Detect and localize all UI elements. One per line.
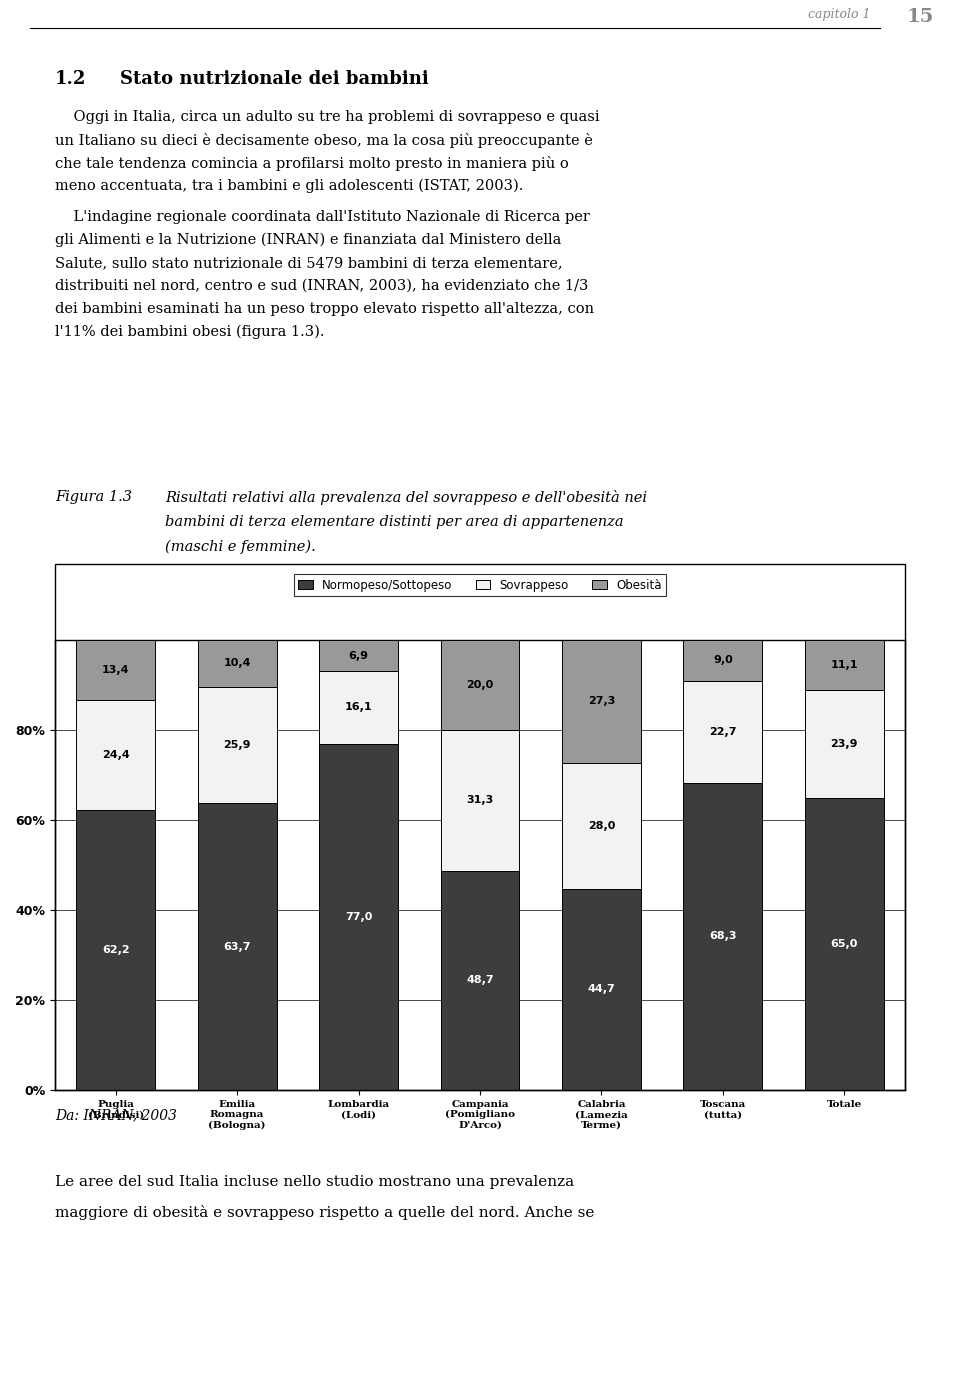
Text: 24,4: 24,4 <box>102 750 130 760</box>
Bar <box>319 671 398 743</box>
Bar <box>684 783 762 1090</box>
Text: Da: INRAN, 2003: Da: INRAN, 2003 <box>55 1107 177 1123</box>
Text: 11,1: 11,1 <box>830 660 858 671</box>
Text: 44,7: 44,7 <box>588 984 615 995</box>
Text: dei bambini esaminati ha un peso troppo elevato rispetto all'altezza, con: dei bambini esaminati ha un peso troppo … <box>55 302 594 316</box>
Bar <box>198 804 276 1090</box>
Text: Figura 1.3: Figura 1.3 <box>55 491 132 504</box>
Text: 28,0: 28,0 <box>588 820 615 831</box>
Text: 65,0: 65,0 <box>830 938 858 949</box>
Text: l'11% dei bambini obesi (figura 1.3).: l'11% dei bambini obesi (figura 1.3). <box>55 326 324 339</box>
Text: bambini di terza elementare distinti per area di appartenenza: bambini di terza elementare distinti per… <box>165 515 624 529</box>
Text: distribuiti nel nord, centro e sud (INRAN, 2003), ha evidenziato che 1/3: distribuiti nel nord, centro e sud (INRA… <box>55 279 588 293</box>
Text: maggiore di obesità e sovrappeso rispetto a quelle del nord. Anche se: maggiore di obesità e sovrappeso rispett… <box>55 1205 594 1220</box>
Bar <box>562 889 641 1090</box>
Bar <box>76 701 156 811</box>
Text: L'indagine regionale coordinata dall'Istituto Nazionale di Ricerca per: L'indagine regionale coordinata dall'Ist… <box>55 210 589 224</box>
Text: 63,7: 63,7 <box>224 941 251 952</box>
Text: che tale tendenza comincia a profilarsi molto presto in maniera più o: che tale tendenza comincia a profilarsi … <box>55 157 568 170</box>
Text: 68,3: 68,3 <box>709 932 736 941</box>
Bar <box>198 640 276 687</box>
Bar <box>76 640 156 701</box>
Text: meno accentuata, tra i bambini e gli adolescenti (ISTAT, 2003).: meno accentuata, tra i bambini e gli ado… <box>55 179 523 194</box>
Text: 15: 15 <box>906 8 934 26</box>
Text: gli Alimenti e la Nutrizione (INRAN) e finanziata dal Ministero della: gli Alimenti e la Nutrizione (INRAN) e f… <box>55 234 562 247</box>
Text: Stato nutrizionale dei bambini: Stato nutrizionale dei bambini <box>120 70 429 88</box>
Text: Le aree del sud Italia incluse nello studio mostrano una prevalenza: Le aree del sud Italia incluse nello stu… <box>55 1175 574 1189</box>
Text: 6,9: 6,9 <box>348 650 369 661</box>
Bar <box>804 797 884 1090</box>
Text: 31,3: 31,3 <box>467 796 493 805</box>
Text: 48,7: 48,7 <box>467 976 493 985</box>
Bar <box>804 640 884 690</box>
Text: capitolo 1: capitolo 1 <box>807 8 870 21</box>
Bar <box>76 811 156 1090</box>
Text: 10,4: 10,4 <box>224 658 251 668</box>
Bar <box>562 640 641 763</box>
Text: Salute, sullo stato nutrizionale di 5479 bambini di terza elementare,: Salute, sullo stato nutrizionale di 5479… <box>55 256 563 271</box>
Text: 16,1: 16,1 <box>345 702 372 712</box>
Text: 20,0: 20,0 <box>467 680 493 690</box>
Text: 1.2: 1.2 <box>55 70 86 88</box>
Text: 13,4: 13,4 <box>102 665 130 675</box>
Bar <box>441 871 519 1090</box>
Text: 22,7: 22,7 <box>709 727 736 736</box>
Bar <box>319 743 398 1090</box>
Bar <box>441 640 519 730</box>
Bar <box>562 763 641 889</box>
Bar <box>684 680 762 783</box>
Text: un Italiano su dieci è decisamente obeso, ma la cosa più preoccupante è: un Italiano su dieci è decisamente obeso… <box>55 133 593 148</box>
Text: 77,0: 77,0 <box>345 912 372 922</box>
Bar <box>198 687 276 804</box>
Bar <box>684 640 762 680</box>
Text: 23,9: 23,9 <box>830 739 858 749</box>
Bar <box>319 640 398 671</box>
Text: 62,2: 62,2 <box>102 945 130 955</box>
Text: Oggi in Italia, circa un adulto su tre ha problemi di sovrappeso e quasi: Oggi in Italia, circa un adulto su tre h… <box>55 110 600 124</box>
Legend: Normopeso/Sottopeso, Sovrappeso, Obesità: Normopeso/Sottopeso, Sovrappeso, Obesità <box>294 574 666 596</box>
Text: (maschi e femmine).: (maschi e femmine). <box>165 540 316 554</box>
Text: Risultati relativi alla prevalenza del sovrappeso e dell'obesità nei: Risultati relativi alla prevalenza del s… <box>165 491 647 506</box>
Text: 27,3: 27,3 <box>588 697 615 706</box>
Bar <box>804 690 884 797</box>
Text: 9,0: 9,0 <box>713 655 732 665</box>
Bar <box>441 730 519 871</box>
Text: 25,9: 25,9 <box>224 741 251 750</box>
